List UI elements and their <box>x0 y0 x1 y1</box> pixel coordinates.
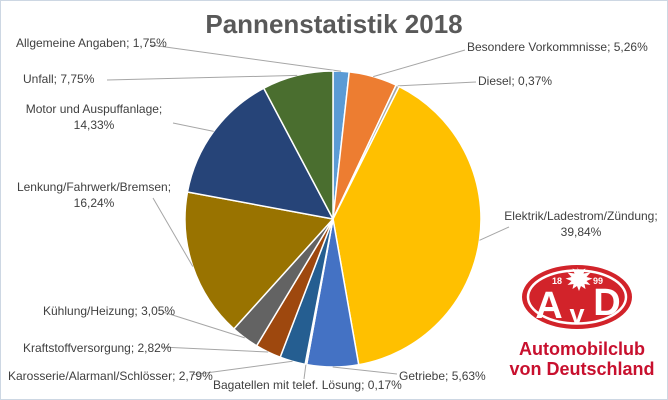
logo-wordmark-line2: von Deutschland <box>509 359 655 379</box>
eagle-icon <box>565 267 593 291</box>
pie-label-11: Motor und Auspuffanlage; 14,33% <box>25 102 163 132</box>
leader-line-4 <box>479 226 510 241</box>
leader-line-8 <box>160 346 269 353</box>
pie-slice-12 <box>263 70 334 220</box>
pie-slice-4 <box>332 85 482 366</box>
logo-letter-v: v <box>569 299 584 329</box>
pie-label-1: Allgemeine Angaben; 1,75% <box>16 36 167 50</box>
logo-letter-d: D <box>593 282 620 324</box>
logo-year-right: 99 <box>593 276 603 286</box>
leader-line-9 <box>162 311 245 339</box>
logo-letter-a: A <box>535 285 562 327</box>
leader-line-10 <box>152 197 194 267</box>
leader-line-12 <box>106 74 298 81</box>
pie-slice-10 <box>184 191 334 330</box>
leader-line-7 <box>190 360 293 376</box>
logo-wordmark-line1: Automobilclub <box>519 339 645 359</box>
leader-line-5 <box>332 366 398 375</box>
pie-label-2: Besondere Vorkommnisse; 5,26% <box>467 40 648 54</box>
logo-year-left: 18 <box>552 276 562 286</box>
pie-label-7: Karosserie/Alarmanl/Schlösser; 2,79% <box>8 369 213 383</box>
leader-line-3 <box>397 81 477 87</box>
pie-label-6: Bagatellen mit telef. Lösung; 0,17% <box>213 378 402 392</box>
pie-label-3: Diesel; 0,37% <box>478 74 553 88</box>
pie-label-5: Getriebe; 5,63% <box>399 369 486 383</box>
leader-line-6 <box>303 364 307 380</box>
pie-slice-11 <box>186 87 334 220</box>
pie-label-10: Lenkung/Fahrwerk/Bremsen; 16,24% <box>16 180 172 210</box>
leader-line-2 <box>373 49 466 78</box>
pie-label-4: Elektrik/Ladestrom/Zündung; 39,84% <box>504 209 658 239</box>
pie-label-9: Kühlung/Heizung; 3,05% <box>43 304 176 318</box>
pie-label-8: Kraftstoffversorgung; 2,82% <box>23 341 172 355</box>
logo-oval <box>522 265 632 329</box>
chart-title: Pannenstatistik 2018 <box>205 9 463 39</box>
leader-line-1 <box>150 44 342 72</box>
logo-wordmark: Automobilclub von Deutschland <box>497 339 667 379</box>
leader-line-11 <box>172 122 214 132</box>
pie-label-12: Unfall; 7,75% <box>23 72 95 86</box>
